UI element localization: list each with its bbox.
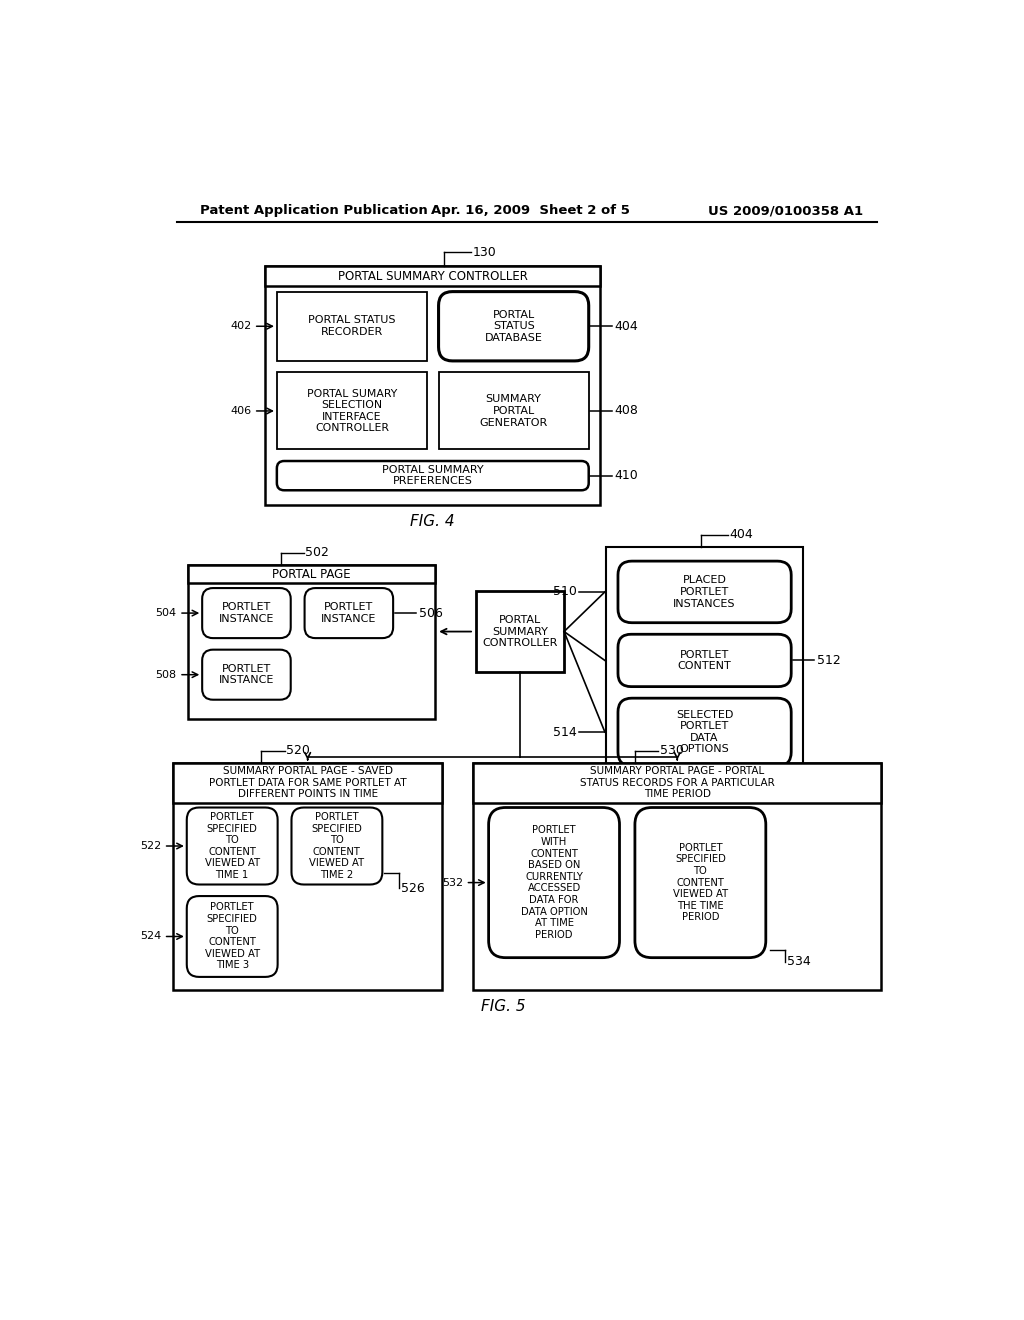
FancyBboxPatch shape	[304, 589, 393, 638]
Bar	[188, 565, 435, 719]
Text: PLACED
PORTLET
INSTANCES: PLACED PORTLET INSTANCES	[674, 576, 736, 609]
Bar	[473, 763, 882, 803]
Text: SELECTED
PORTLET
DATA
OPTIONS: SELECTED PORTLET DATA OPTIONS	[676, 710, 733, 755]
Bar	[473, 763, 882, 990]
Text: PORTLET
CONTENT: PORTLET CONTENT	[678, 649, 731, 672]
Text: 512: 512	[816, 653, 841, 667]
Text: 526: 526	[400, 882, 425, 895]
Bar	[475, 591, 564, 672]
FancyBboxPatch shape	[186, 896, 278, 977]
Text: 510: 510	[553, 585, 578, 598]
FancyBboxPatch shape	[438, 292, 589, 360]
FancyBboxPatch shape	[617, 635, 792, 686]
FancyBboxPatch shape	[202, 589, 291, 638]
Text: PORTAL SUMMARY CONTROLLER: PORTAL SUMMARY CONTROLLER	[338, 269, 527, 282]
Text: US 2009/0100358 A1: US 2009/0100358 A1	[708, 205, 863, 218]
Text: PORTAL STATUS
RECORDER: PORTAL STATUS RECORDER	[308, 315, 395, 337]
Bar	[173, 763, 442, 990]
Bar	[265, 267, 600, 286]
Text: 502: 502	[305, 546, 330, 560]
Text: Patent Application Publication: Patent Application Publication	[200, 205, 428, 218]
Text: SUMMARY
PORTAL
GENERATOR: SUMMARY PORTAL GENERATOR	[479, 395, 548, 428]
Bar	[173, 763, 442, 803]
Bar	[265, 267, 600, 506]
Text: PORTLET
INSTANCE: PORTLET INSTANCE	[322, 602, 377, 624]
Text: 404: 404	[729, 528, 753, 541]
Text: 532: 532	[442, 878, 463, 887]
Text: SUMMARY PORTAL PAGE - PORTAL
STATUS RECORDS FOR A PARTICULAR
TIME PERIOD: SUMMARY PORTAL PAGE - PORTAL STATUS RECO…	[580, 767, 774, 800]
Text: 530: 530	[659, 744, 683, 758]
Bar	[276, 292, 427, 360]
FancyBboxPatch shape	[186, 808, 278, 884]
Text: PORTLET
SPECIFIED
TO
CONTENT
VIEWED AT
TIME 1: PORTLET SPECIFIED TO CONTENT VIEWED AT T…	[205, 812, 260, 880]
Text: 514: 514	[553, 726, 578, 739]
Text: Apr. 16, 2009  Sheet 2 of 5: Apr. 16, 2009 Sheet 2 of 5	[431, 205, 630, 218]
Text: 504: 504	[156, 609, 177, 618]
Text: FIG. 5: FIG. 5	[481, 999, 525, 1015]
Bar	[606, 548, 803, 785]
FancyBboxPatch shape	[276, 461, 589, 490]
Text: 534: 534	[786, 954, 810, 968]
Bar	[188, 565, 435, 583]
Text: FIG. 4: FIG. 4	[411, 515, 455, 529]
Text: 402: 402	[230, 321, 252, 331]
Text: PORTAL PAGE: PORTAL PAGE	[272, 568, 351, 581]
Text: 410: 410	[614, 469, 638, 482]
Text: 520: 520	[286, 744, 310, 758]
FancyBboxPatch shape	[635, 808, 766, 958]
Text: PORTLET
WITH
CONTENT
BASED ON
CURRENTLY
ACCESSED
DATA FOR
DATA OPTION
AT TIME
PE: PORTLET WITH CONTENT BASED ON CURRENTLY …	[520, 825, 588, 940]
FancyBboxPatch shape	[292, 808, 382, 884]
FancyBboxPatch shape	[202, 649, 291, 700]
Text: 508: 508	[156, 669, 177, 680]
FancyBboxPatch shape	[617, 698, 792, 766]
Text: 524: 524	[140, 932, 162, 941]
Text: 522: 522	[140, 841, 162, 851]
Text: SUMMARY PORTAL PAGE - SAVED
PORTLET DATA FOR SAME PORTLET AT
DIFFERENT POINTS IN: SUMMARY PORTAL PAGE - SAVED PORTLET DATA…	[209, 767, 407, 800]
Text: PORTAL
STATUS
DATABASE: PORTAL STATUS DATABASE	[484, 310, 543, 343]
Text: PORTLET
SPECIFIED
TO
CONTENT
VIEWED AT
TIME 2: PORTLET SPECIFIED TO CONTENT VIEWED AT T…	[309, 812, 365, 880]
Text: PORTLET
INSTANCE: PORTLET INSTANCE	[219, 664, 274, 685]
Text: PORTAL SUMMARY
PREFERENCES: PORTAL SUMMARY PREFERENCES	[382, 465, 483, 487]
Text: 404: 404	[614, 319, 638, 333]
Text: PORTLET
INSTANCE: PORTLET INSTANCE	[219, 602, 274, 624]
Text: 408: 408	[614, 404, 638, 417]
Bar	[276, 372, 427, 449]
Text: 506: 506	[419, 607, 442, 619]
Bar	[438, 372, 589, 449]
FancyBboxPatch shape	[617, 561, 792, 623]
Text: PORTLET
SPECIFIED
TO
CONTENT
VIEWED AT
TIME 3: PORTLET SPECIFIED TO CONTENT VIEWED AT T…	[205, 903, 260, 970]
Text: 130: 130	[473, 246, 497, 259]
Text: PORTAL
SUMMARY
CONTROLLER: PORTAL SUMMARY CONTROLLER	[482, 615, 557, 648]
Text: PORTAL SUMARY
SELECTION
INTERFACE
CONTROLLER: PORTAL SUMARY SELECTION INTERFACE CONTRO…	[307, 388, 397, 433]
Text: 406: 406	[230, 407, 252, 416]
Text: PORTLET
SPECIFIED
TO
CONTENT
VIEWED AT
THE TIME
PERIOD: PORTLET SPECIFIED TO CONTENT VIEWED AT T…	[673, 842, 728, 923]
FancyBboxPatch shape	[488, 808, 620, 958]
